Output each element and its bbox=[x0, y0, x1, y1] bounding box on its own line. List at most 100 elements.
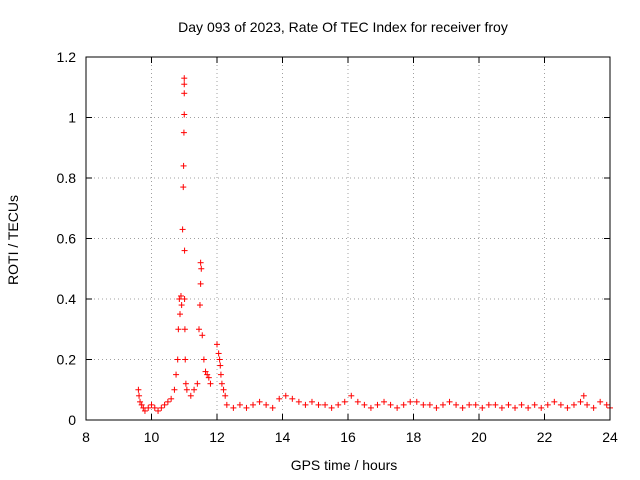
data-point bbox=[420, 401, 427, 408]
data-point bbox=[256, 398, 263, 405]
data-point bbox=[315, 401, 322, 408]
data-point bbox=[181, 111, 188, 118]
y-tick-label: 0.6 bbox=[57, 231, 77, 247]
data-point bbox=[175, 326, 182, 333]
data-point bbox=[603, 401, 610, 408]
y-tick-label: 0.4 bbox=[57, 291, 77, 307]
data-point bbox=[387, 401, 394, 408]
data-point bbox=[181, 247, 188, 254]
data-point bbox=[218, 380, 225, 387]
data-point bbox=[196, 302, 203, 309]
data-point bbox=[472, 401, 479, 408]
data-point bbox=[308, 398, 315, 405]
data-point bbox=[525, 404, 532, 411]
chart-title: Day 093 of 2023, Rate Of TEC Index for r… bbox=[178, 19, 508, 35]
data-point bbox=[194, 380, 201, 387]
data-point bbox=[174, 356, 181, 363]
data-point bbox=[570, 401, 577, 408]
data-point bbox=[216, 356, 223, 363]
data-point bbox=[407, 398, 414, 405]
data-point bbox=[204, 371, 211, 378]
data-point bbox=[479, 404, 486, 411]
data-point bbox=[171, 386, 178, 393]
data-point bbox=[289, 395, 296, 402]
data-point bbox=[214, 341, 220, 348]
data-point bbox=[584, 401, 591, 408]
y-tick-label: 0.2 bbox=[57, 352, 77, 368]
data-point bbox=[557, 401, 564, 408]
data-point bbox=[217, 362, 224, 369]
data-point bbox=[141, 407, 148, 414]
data-point bbox=[230, 404, 237, 411]
y-tick-label: 1 bbox=[68, 110, 76, 126]
data-point bbox=[322, 401, 329, 408]
data-point bbox=[205, 374, 212, 381]
data-point bbox=[374, 401, 381, 408]
data-point bbox=[181, 75, 188, 82]
data-point bbox=[367, 404, 374, 411]
data-point bbox=[222, 392, 229, 399]
data-point bbox=[505, 401, 512, 408]
data-point bbox=[136, 392, 143, 399]
data-point bbox=[551, 398, 558, 405]
data-point bbox=[394, 404, 401, 411]
data-point bbox=[512, 404, 519, 411]
data-point bbox=[220, 386, 227, 393]
data-point bbox=[145, 404, 152, 411]
y-tick-label: 0 bbox=[68, 412, 76, 428]
data-point bbox=[215, 350, 222, 357]
data-point bbox=[180, 129, 187, 136]
data-point bbox=[580, 392, 587, 399]
data-point bbox=[176, 311, 183, 318]
data-point bbox=[137, 398, 144, 405]
y-tick-label: 0.8 bbox=[57, 170, 77, 186]
data-point bbox=[182, 356, 189, 363]
data-point bbox=[577, 398, 584, 405]
data-point bbox=[164, 398, 171, 405]
x-tick-label: 24 bbox=[602, 429, 618, 445]
data-points bbox=[135, 75, 613, 414]
data-point bbox=[400, 401, 407, 408]
data-point bbox=[439, 401, 446, 408]
data-point bbox=[202, 368, 209, 375]
x-tick-label: 10 bbox=[144, 429, 160, 445]
data-point bbox=[485, 401, 492, 408]
data-point bbox=[276, 395, 283, 402]
data-point bbox=[161, 401, 168, 408]
data-point bbox=[426, 401, 433, 408]
x-tick-label: 16 bbox=[340, 429, 356, 445]
data-point bbox=[197, 259, 204, 266]
data-point bbox=[498, 404, 505, 411]
data-point bbox=[269, 404, 276, 411]
data-point bbox=[328, 404, 335, 411]
data-point bbox=[138, 401, 145, 408]
data-point bbox=[354, 398, 361, 405]
data-point bbox=[151, 404, 158, 411]
x-axis-ticks: 8 10 12 14 16 18 20 22 24 bbox=[82, 57, 618, 445]
data-point bbox=[433, 404, 440, 411]
y-tick-label: 1.2 bbox=[57, 49, 77, 65]
data-point bbox=[446, 398, 453, 405]
data-point bbox=[518, 401, 525, 408]
x-tick-label: 12 bbox=[209, 429, 225, 445]
data-point bbox=[181, 90, 188, 97]
data-point bbox=[191, 386, 198, 393]
data-point bbox=[492, 401, 499, 408]
data-point bbox=[217, 371, 224, 378]
data-point bbox=[361, 401, 368, 408]
data-point bbox=[198, 265, 205, 272]
data-point bbox=[178, 302, 185, 309]
data-point bbox=[282, 392, 289, 399]
data-point bbox=[590, 404, 597, 411]
data-point bbox=[173, 371, 180, 378]
data-point bbox=[155, 407, 162, 414]
data-point bbox=[413, 398, 420, 405]
data-point bbox=[223, 401, 230, 408]
data-point bbox=[564, 404, 571, 411]
data-point bbox=[236, 401, 243, 408]
data-point bbox=[158, 404, 165, 411]
data-point bbox=[187, 392, 194, 399]
data-point bbox=[453, 401, 460, 408]
data-point bbox=[207, 380, 214, 387]
